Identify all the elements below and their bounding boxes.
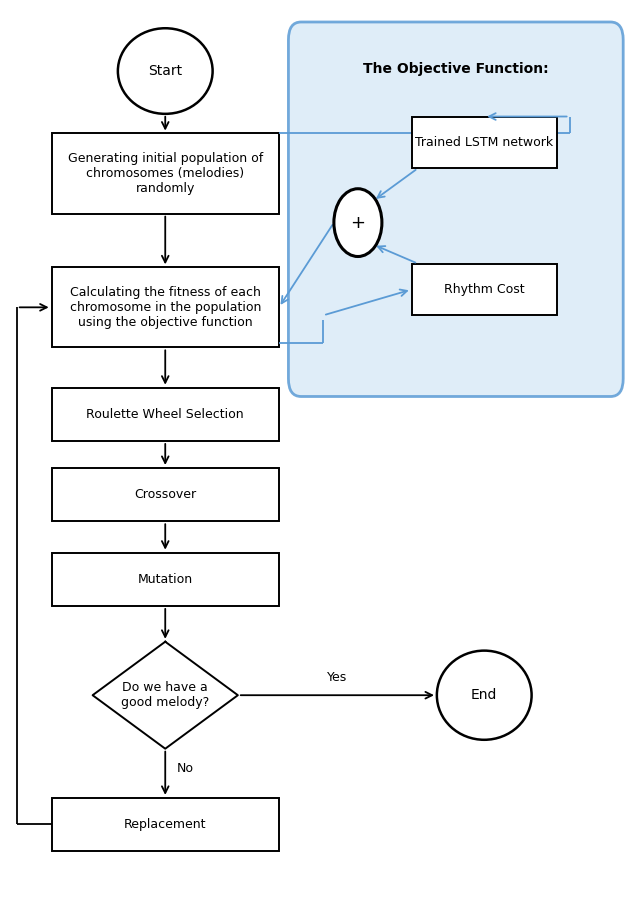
- FancyBboxPatch shape: [52, 388, 279, 441]
- Text: Roulette Wheel Selection: Roulette Wheel Selection: [86, 408, 244, 421]
- Text: Replacement: Replacement: [124, 818, 207, 831]
- Text: Do we have a
good melody?: Do we have a good melody?: [121, 681, 209, 709]
- Text: The Objective Function:: The Objective Function:: [363, 62, 548, 77]
- Text: Yes: Yes: [327, 670, 348, 684]
- Text: Rhythm Cost: Rhythm Cost: [444, 283, 525, 296]
- Ellipse shape: [118, 28, 212, 113]
- Text: No: No: [177, 762, 194, 775]
- FancyBboxPatch shape: [52, 133, 279, 213]
- FancyBboxPatch shape: [52, 797, 279, 851]
- Text: End: End: [471, 688, 497, 702]
- FancyBboxPatch shape: [289, 22, 623, 397]
- Text: Mutation: Mutation: [138, 572, 193, 586]
- FancyBboxPatch shape: [412, 116, 557, 168]
- Text: +: +: [351, 213, 365, 231]
- Text: Crossover: Crossover: [134, 488, 196, 501]
- Text: Calculating the fitness of each
chromosome in the population
using the objective: Calculating the fitness of each chromoso…: [70, 286, 261, 328]
- FancyBboxPatch shape: [52, 468, 279, 521]
- Ellipse shape: [437, 651, 532, 740]
- Text: Start: Start: [148, 64, 182, 78]
- FancyBboxPatch shape: [412, 264, 557, 315]
- FancyBboxPatch shape: [52, 553, 279, 606]
- Text: Trained LSTM network: Trained LSTM network: [415, 136, 554, 149]
- FancyBboxPatch shape: [52, 267, 279, 347]
- Text: Generating initial population of
chromosomes (melodies)
randomly: Generating initial population of chromos…: [68, 152, 263, 195]
- Circle shape: [334, 189, 382, 256]
